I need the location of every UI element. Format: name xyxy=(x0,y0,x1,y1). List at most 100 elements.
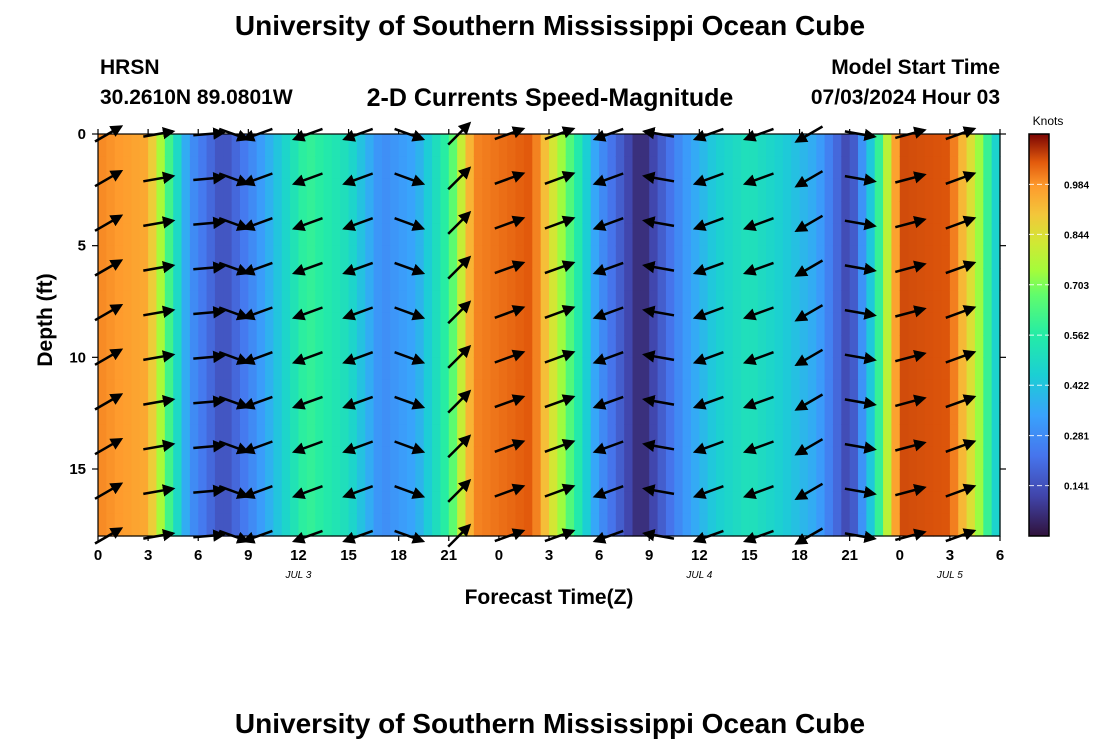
heatmap-cell xyxy=(699,446,709,470)
heatmap-cell xyxy=(273,469,283,492)
current-arrow xyxy=(447,210,472,235)
heatmap-cell xyxy=(473,424,483,448)
heatmap-cell xyxy=(649,178,659,202)
heatmap-cell xyxy=(198,156,208,180)
heatmap-cell xyxy=(640,357,650,381)
heatmap-cell xyxy=(891,245,901,269)
heatmap-cell xyxy=(908,223,918,247)
heatmap-cell xyxy=(248,357,258,381)
heatmap-cell xyxy=(724,379,734,403)
heatmap-cell xyxy=(248,469,258,492)
current-arrow xyxy=(544,439,576,453)
current-arrow xyxy=(291,440,323,455)
heatmap-cell xyxy=(440,268,450,291)
heatmap-cell xyxy=(991,357,1001,381)
heatmap-cell xyxy=(640,156,650,180)
heatmap-cell xyxy=(523,312,533,336)
heatmap-cell xyxy=(148,446,158,470)
heatmap-cell xyxy=(941,156,951,180)
heatmap-cell xyxy=(983,245,993,269)
heatmap-cell xyxy=(791,513,801,537)
heatmap-cell xyxy=(574,513,584,537)
heatmap-cell xyxy=(640,424,650,448)
heatmap-cell xyxy=(707,245,717,269)
heatmap-cell xyxy=(674,201,684,224)
heatmap-cell xyxy=(214,335,224,358)
heatmap-cell xyxy=(607,156,617,180)
heatmap-cell xyxy=(615,335,625,358)
heatmap-cell xyxy=(615,178,625,202)
current-arrow xyxy=(447,255,472,280)
heatmap-cell xyxy=(298,335,308,358)
heatmap-cell xyxy=(523,402,533,425)
heatmap-cell xyxy=(582,245,592,269)
heatmap-cell xyxy=(156,335,166,358)
heatmap-cell xyxy=(632,424,642,448)
heatmap-cell xyxy=(699,268,709,291)
heatmap-cell xyxy=(532,178,542,202)
heatmap-cell xyxy=(799,290,809,314)
x-tick-label: 18 xyxy=(791,547,808,564)
heatmap-cell xyxy=(590,402,600,425)
heatmap-cell xyxy=(473,134,483,157)
heatmap-cell xyxy=(883,513,893,537)
heatmap-cell xyxy=(156,469,166,492)
heatmap-cell xyxy=(164,446,174,470)
current-arrow xyxy=(742,440,774,455)
heatmap-cell xyxy=(874,178,884,202)
heatmap-cell xyxy=(540,178,550,202)
heatmap-cell xyxy=(665,357,675,381)
heatmap-cell xyxy=(440,491,450,515)
x-tick-label: 15 xyxy=(741,547,758,564)
heatmap-cell xyxy=(482,201,492,224)
heatmap-cell xyxy=(924,312,934,336)
heatmap-cell xyxy=(607,446,617,470)
current-arrow xyxy=(642,439,675,452)
heatmap-cell xyxy=(139,491,149,515)
heatmap-cell xyxy=(290,379,300,403)
heatmap-cell xyxy=(741,268,751,291)
heatmap-cell xyxy=(791,312,801,336)
heatmap-cell xyxy=(507,491,517,515)
heatmap-cell xyxy=(791,446,801,470)
heatmap-cell xyxy=(665,469,675,492)
heatmap-cell xyxy=(131,357,141,381)
heatmap-cell xyxy=(381,268,391,291)
heatmap-cell xyxy=(173,178,183,202)
heatmap-cell xyxy=(181,469,191,492)
heatmap-cell xyxy=(832,446,842,470)
heatmap-cell xyxy=(674,312,684,336)
heatmap-cell xyxy=(281,312,291,336)
heatmap-cell xyxy=(415,357,425,381)
heatmap-cell xyxy=(632,268,642,291)
current-arrow xyxy=(692,172,724,187)
heatmap-cell xyxy=(615,446,625,470)
heatmap-cell xyxy=(214,290,224,314)
heatmap-cell xyxy=(582,424,592,448)
heatmap-cell xyxy=(565,402,575,425)
heatmap-cell xyxy=(440,335,450,358)
heatmap-cell xyxy=(557,335,567,358)
heatmap-cell xyxy=(716,513,725,537)
heatmap-cell xyxy=(298,223,308,247)
heatmap-cell xyxy=(490,469,500,492)
heatmap-cell xyxy=(273,156,283,180)
heatmap-cell xyxy=(448,156,458,180)
heatmap-cell xyxy=(991,268,1001,291)
heatmap-cell xyxy=(741,357,751,381)
heatmap-cell xyxy=(323,245,333,269)
heatmap-cell xyxy=(523,469,533,492)
heatmap-cell xyxy=(198,201,208,224)
heatmap-cell xyxy=(540,491,550,515)
heatmap-cell xyxy=(832,469,842,492)
heatmap-cell xyxy=(674,491,684,515)
heatmap-cell xyxy=(348,223,358,247)
heatmap-cell xyxy=(791,134,801,157)
heatmap-cell xyxy=(766,446,776,470)
heatmap-cell xyxy=(966,491,976,515)
heatmap-cell xyxy=(331,268,341,291)
heatmap-cell xyxy=(665,513,675,537)
heatmap-cell xyxy=(924,379,934,403)
heatmap-cell xyxy=(766,379,776,403)
